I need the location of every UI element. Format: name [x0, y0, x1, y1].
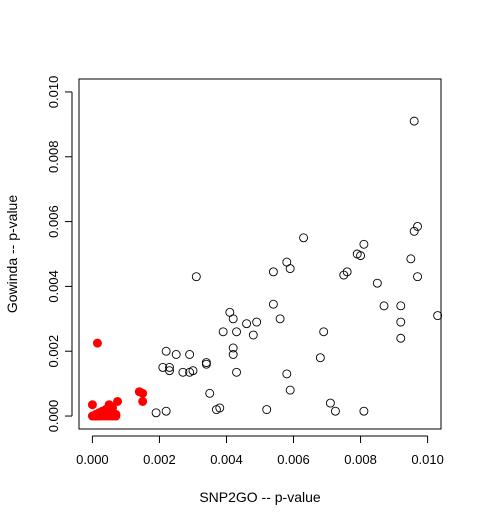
- x-tick-label: 0.004: [210, 452, 243, 467]
- open-circle-point: [201, 359, 211, 369]
- open-circle-point: [359, 239, 369, 249]
- open-circle-point: [372, 278, 382, 288]
- open-circle-point: [158, 362, 168, 372]
- open-circle-point: [299, 233, 309, 243]
- open-circle-point: [252, 317, 262, 327]
- x-tick-label: 0.002: [143, 452, 176, 467]
- open-circle-point: [248, 330, 258, 340]
- x-axis-title: SNP2GO -- p-value: [199, 489, 321, 505]
- open-circle-point: [268, 299, 278, 309]
- x-tick-label: 0.008: [344, 452, 377, 467]
- y-axis: 0.000 0.002 0.004 0.006 0.008 0.010: [46, 76, 73, 433]
- y-tick-label: 0.008: [46, 141, 61, 174]
- open-circle-point: [342, 267, 352, 277]
- open-circle-point: [396, 301, 406, 311]
- open-circle-point: [413, 272, 422, 282]
- open-circle-point: [211, 405, 221, 415]
- open-circle-point: [315, 353, 325, 363]
- open-circle-point: [356, 251, 366, 261]
- x-tick-label: 0.006: [277, 452, 310, 467]
- x-tick-label: 0.000: [76, 452, 109, 467]
- open-circle-point: [396, 317, 406, 327]
- open-circle-point: [232, 327, 241, 337]
- open-circle-point: [232, 367, 241, 377]
- open-circle-point: [151, 408, 161, 418]
- red-filled-point: [111, 411, 121, 421]
- open-circle-point: [185, 350, 195, 359]
- y-tick-label: 0.010: [46, 76, 61, 109]
- open-circle-point: [225, 307, 235, 317]
- y-tick-label: 0.006: [46, 205, 61, 238]
- open-circle-point: [282, 369, 292, 379]
- open-circle-point: [205, 388, 215, 398]
- x-tick-label: 0.010: [411, 452, 444, 467]
- open-circle-point: [242, 319, 252, 329]
- open-circle-point: [161, 346, 171, 356]
- red-filled-point: [96, 409, 106, 419]
- open-circle-point: [191, 272, 201, 282]
- open-circle-point: [285, 385, 295, 395]
- open-circle-point: [325, 398, 335, 408]
- red-filled-point: [113, 396, 123, 406]
- open-circle-point: [396, 333, 406, 343]
- open-circle-point: [178, 367, 188, 377]
- open-circle-point: [339, 270, 349, 280]
- open-circle-point: [413, 222, 422, 231]
- open-circle-point: [379, 301, 389, 311]
- open-circle-point: [409, 116, 419, 126]
- y-tick-label: 0.002: [46, 335, 61, 368]
- open-circle-point: [268, 267, 278, 277]
- open-circle-point: [262, 405, 272, 415]
- red-filled-point: [138, 388, 148, 398]
- y-tick-label: 0.000: [46, 400, 61, 433]
- red-filled-point: [92, 338, 102, 348]
- open-circle-point: [359, 406, 369, 416]
- open-circle-point: [218, 327, 228, 337]
- open-circle-point: [228, 343, 238, 353]
- x-axis: 0.000 0.002 0.004 0.006 0.008 0.010: [76, 435, 444, 467]
- open-circle-point: [433, 311, 443, 321]
- open-circle-point: [185, 367, 195, 377]
- open-circle-point: [409, 226, 419, 236]
- open-circle-point: [330, 406, 340, 416]
- open-circle-point: [161, 406, 171, 416]
- open-circle-point: [406, 254, 416, 264]
- open-circle-point: [319, 327, 329, 337]
- red-filled-point: [138, 396, 148, 406]
- open-circle-point: [282, 257, 292, 267]
- y-axis-title: Gowinda -- p-value: [4, 195, 20, 313]
- open-circle-point: [275, 314, 285, 324]
- red-filled-point: [87, 400, 97, 410]
- plot-frame: [78, 78, 442, 430]
- open-circle-point: [165, 362, 174, 372]
- open-circle-point: [171, 350, 181, 359]
- points-layer: [87, 116, 443, 421]
- y-tick-label: 0.004: [46, 270, 61, 303]
- open-circle-point: [228, 350, 238, 359]
